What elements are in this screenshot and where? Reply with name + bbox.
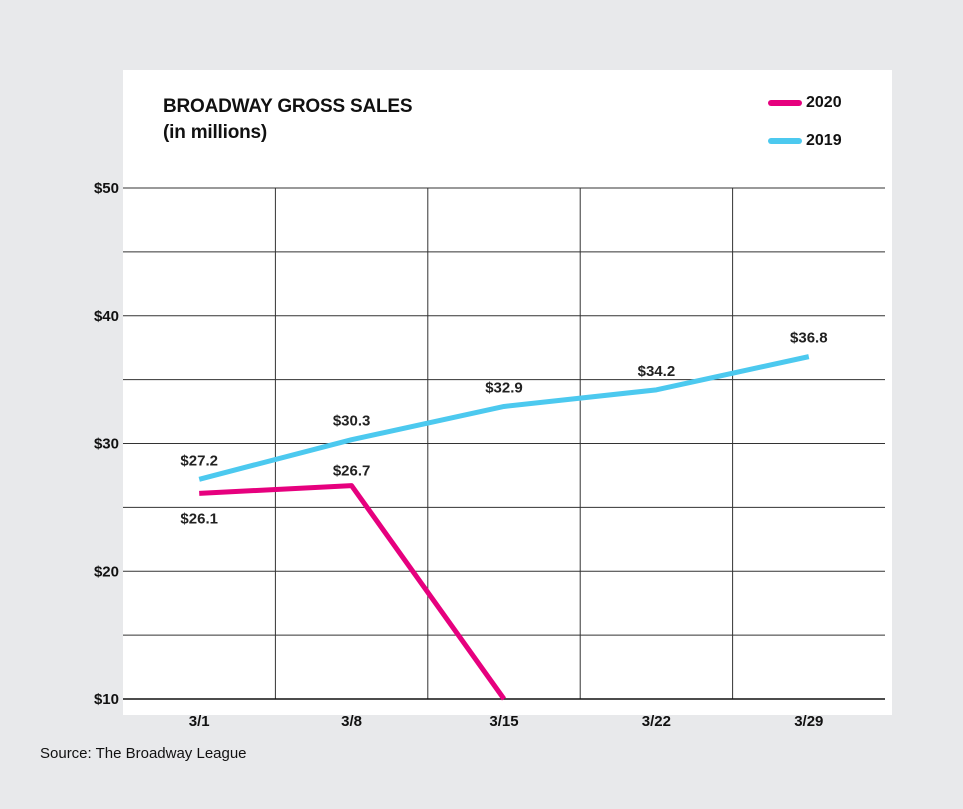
data-label-2019: $30.3: [333, 413, 371, 430]
x-tick-label: 3/29: [794, 713, 823, 730]
data-label-2020: $26.1: [180, 510, 218, 527]
series-lines: [198, 354, 810, 701]
legend-item-2019: 2019: [768, 130, 842, 152]
chart-panel: [123, 70, 892, 715]
data-label-2020: $26.7: [333, 463, 371, 480]
legend-label-2020: 2020: [806, 94, 842, 111]
y-tick-label: $50: [94, 180, 119, 197]
grid: [123, 187, 885, 700]
series-line-2020: [199, 483, 507, 701]
y-axis-ticks: $10 $20 $30 $40 $50: [94, 180, 119, 708]
legend-swatch-2019: [768, 138, 802, 144]
y-tick-label: $30: [94, 436, 119, 453]
y-tick-label: $40: [94, 308, 119, 325]
series-line-2019: [198, 354, 810, 482]
chart-subtitle: (in millions): [163, 122, 268, 143]
x-tick-label: 3/15: [489, 713, 518, 730]
data-label-2019: $36.8: [790, 330, 828, 347]
data-label-2019: $34.2: [638, 363, 676, 380]
data-labels: $27.2 $30.3 $32.9 $34.2 $36.8 $26.1 $26.7: [180, 330, 827, 528]
data-label-2019: $32.9: [485, 379, 523, 396]
y-tick-label: $10: [94, 691, 119, 708]
x-tick-label: 3/1: [189, 713, 210, 730]
source-note: Source: The Broadway League: [40, 745, 247, 762]
y-tick-label: $20: [94, 563, 119, 580]
x-axis-ticks: 3/1 3/8 3/15 3/22 3/29: [189, 713, 824, 730]
legend-swatch-2020: [768, 100, 802, 106]
legend-label-2019: 2019: [806, 132, 842, 149]
data-label-2019: $27.2: [180, 452, 218, 469]
x-tick-label: 3/8: [341, 713, 362, 730]
legend-item-2020: 2020: [768, 92, 842, 114]
chart-title: BROADWAY GROSS SALES: [163, 96, 413, 117]
x-tick-label: 3/22: [642, 713, 671, 730]
